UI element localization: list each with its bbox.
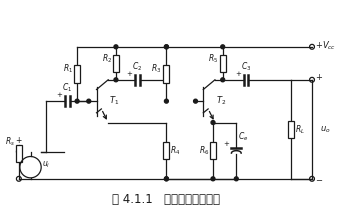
Text: $C_1$: $C_1$ [62,82,72,94]
Text: $R_3$: $R_3$ [151,63,162,75]
Text: +: + [235,71,241,77]
Text: $T_2$: $T_2$ [216,95,226,107]
Text: $R_6$: $R_6$ [199,144,209,157]
Text: $+V_{cc}$: $+V_{cc}$ [315,40,336,52]
Bar [113,55,119,72]
Text: +: + [15,136,21,145]
Bar [288,121,293,138]
Circle shape [114,45,118,49]
Text: $C_3$: $C_3$ [241,60,251,73]
Circle shape [16,176,21,181]
Circle shape [310,77,314,82]
Bar [74,65,80,83]
Circle shape [193,99,198,103]
Circle shape [165,177,168,181]
Bar [220,55,226,72]
Circle shape [310,44,314,49]
Circle shape [114,78,118,82]
Bar [16,145,22,162]
Circle shape [87,99,91,103]
Circle shape [310,176,314,181]
Text: $R_s$: $R_s$ [5,136,15,148]
Circle shape [165,99,168,103]
Circle shape [211,177,215,181]
Text: +: + [126,71,133,77]
Text: −: − [315,176,322,185]
Text: +: + [57,92,63,98]
Text: $T_1$: $T_1$ [109,95,119,107]
Text: $R_2$: $R_2$ [102,52,112,65]
Text: $u_o$: $u_o$ [320,124,330,135]
Text: 图 4.1.1   阻容耦合放大电路: 图 4.1.1 阻容耦合放大电路 [113,193,220,206]
Circle shape [234,177,238,181]
Bar [210,142,216,159]
Bar [164,65,169,83]
Text: +: + [224,141,230,147]
Circle shape [165,177,168,181]
Circle shape [221,78,225,82]
Circle shape [221,45,225,49]
Text: $R_4$: $R_4$ [170,144,181,157]
Text: $R_5$: $R_5$ [208,52,218,65]
Text: +: + [315,73,322,82]
Circle shape [211,121,215,124]
Text: $C_2$: $C_2$ [132,60,142,73]
Text: $u_i$: $u_i$ [42,159,50,170]
Text: $R_1$: $R_1$ [63,63,73,75]
Circle shape [165,45,168,49]
Circle shape [16,149,21,154]
Text: $C_e$: $C_e$ [238,130,249,143]
Text: $R_L$: $R_L$ [294,123,305,135]
Circle shape [165,45,168,49]
Bar [164,142,169,159]
Circle shape [75,99,79,103]
